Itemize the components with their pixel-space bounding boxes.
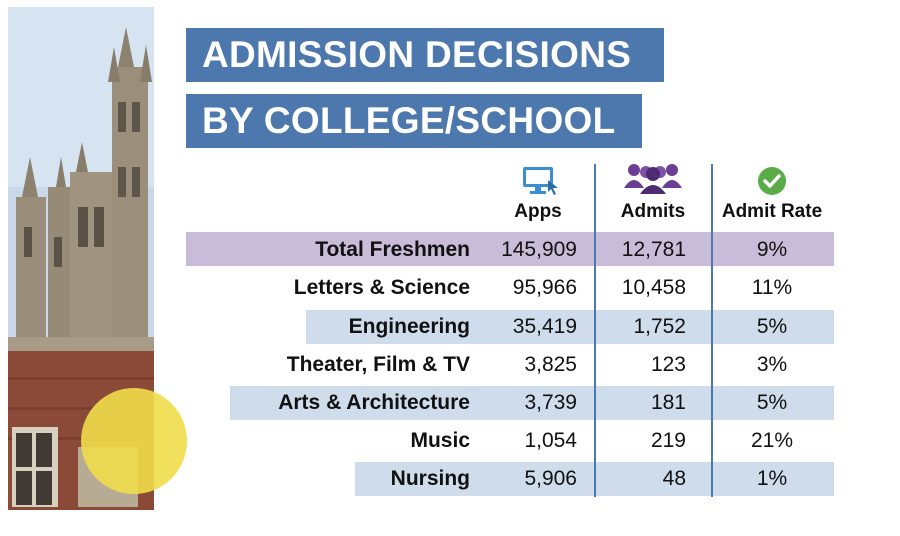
row-rate: 21% xyxy=(750,429,794,452)
row-rate: 11% xyxy=(751,276,793,299)
header-admit-rate: Admit Rate xyxy=(721,201,823,222)
row-name: Arts & Architecture xyxy=(278,391,470,414)
header-admits: Admits xyxy=(620,201,686,222)
people-icon xyxy=(624,162,682,199)
row-admits: 12,781 xyxy=(621,238,686,261)
row-apps: 95,966 xyxy=(512,276,577,299)
row-admits: 219 xyxy=(650,429,686,452)
row-rate: 5% xyxy=(756,315,788,338)
row-name: Total Freshmen xyxy=(315,238,470,261)
row-admits: 1,752 xyxy=(633,315,686,338)
row-band-engineering xyxy=(306,310,834,344)
row-apps: 1,054 xyxy=(524,429,577,452)
row-apps: 3,825 xyxy=(524,353,577,376)
row-admits: 48 xyxy=(662,467,686,490)
title-line-1: ADMISSION DECISIONS xyxy=(186,28,664,82)
row-rate: 5% xyxy=(756,391,788,414)
row-apps: 145,909 xyxy=(501,238,577,261)
row-apps: 35,419 xyxy=(512,315,577,338)
computer-icon xyxy=(522,166,560,201)
column-divider-1 xyxy=(594,164,596,497)
row-name: Letters & Science xyxy=(293,276,470,299)
row-apps: 5,906 xyxy=(524,467,577,490)
row-name: Music xyxy=(410,429,470,452)
header-apps: Apps xyxy=(514,201,562,222)
row-admits: 181 xyxy=(650,391,686,414)
row-admits: 10,458 xyxy=(621,276,686,299)
campus-building-photo xyxy=(8,7,154,510)
row-admits: 123 xyxy=(650,353,686,376)
row-band-arts xyxy=(230,386,834,420)
title-line-2: BY COLLEGE/SCHOOL xyxy=(186,94,642,148)
row-name: Engineering xyxy=(348,315,470,338)
row-apps: 3,739 xyxy=(524,391,577,414)
row-name: Nursing xyxy=(390,467,470,490)
row-band-total xyxy=(186,232,834,266)
row-rate: 9% xyxy=(756,238,788,261)
row-name: Theater, Film & TV xyxy=(286,353,470,376)
row-rate: 1% xyxy=(756,467,788,490)
yellow-circle-decoration xyxy=(81,388,187,494)
checkmark-icon xyxy=(757,166,787,201)
column-divider-2 xyxy=(711,164,713,497)
row-rate: 3% xyxy=(756,353,788,376)
